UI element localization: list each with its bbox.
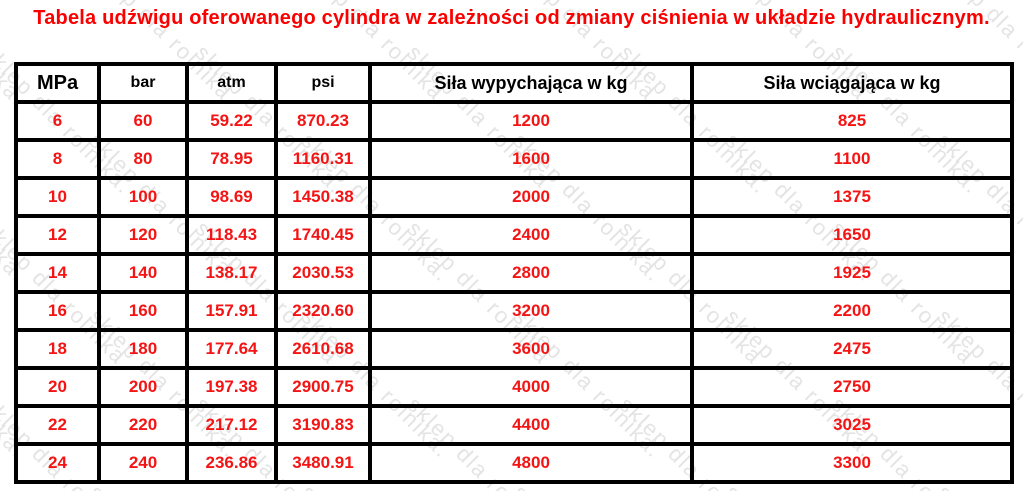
table-cell: 6 (14, 100, 101, 142)
table-cell: 157.91 (185, 290, 278, 332)
table-cell: 197.38 (185, 366, 278, 408)
table-cell: 138.17 (185, 252, 278, 294)
table-cell: 2200 (690, 290, 1014, 332)
table-cell: 217.12 (185, 404, 278, 446)
table-cell: 2800 (368, 252, 694, 294)
table-cell: 177.64 (185, 328, 278, 370)
table-row: 12 120 118.43 1740.45 2400 1650 (14, 214, 1014, 256)
table-cell: 200 (97, 366, 189, 408)
table-cell: 4400 (368, 404, 694, 446)
table-cell: 12 (14, 214, 101, 256)
table-cell: 1375 (690, 176, 1014, 218)
table-cell: 160 (97, 290, 189, 332)
pressure-table: MPa bar atm psi Siła wypychająca w kg Siła wc… (14, 62, 1014, 484)
table-cell: 3600 (368, 328, 694, 370)
table-cell: 8 (14, 138, 101, 180)
table-cell: 22 (14, 404, 101, 446)
table-cell: 80 (97, 138, 189, 180)
column-header: bar (97, 62, 189, 104)
table-cell: 2900.75 (274, 366, 372, 408)
table-cell: 2320.60 (274, 290, 372, 332)
table-cell: 1160.31 (274, 138, 372, 180)
column-header: MPa (14, 62, 101, 104)
table-cell: 16 (14, 290, 101, 332)
table-cell: 2400 (368, 214, 694, 256)
table-cell: 18 (14, 328, 101, 370)
table-cell: 3480.91 (274, 442, 372, 484)
column-header: Siła wypychająca w kg (368, 62, 694, 104)
table-cell: 220 (97, 404, 189, 446)
table-cell: 120 (97, 214, 189, 256)
table-cell: 1100 (690, 138, 1014, 180)
table-cell: 1740.45 (274, 214, 372, 256)
column-header: atm (185, 62, 278, 104)
table-cell: 60 (97, 100, 189, 142)
table-cell: 1925 (690, 252, 1014, 294)
column-header: Siła wciągająca w kg (690, 62, 1014, 104)
table-header-row: MPa bar atm psi Siła wypychająca w kg Siła wc… (14, 62, 1014, 104)
table-cell: 825 (690, 100, 1014, 142)
table-row: 20 200 197.38 2900.75 4000 2750 (14, 366, 1014, 408)
column-header: psi (274, 62, 372, 104)
table-cell: 140 (97, 252, 189, 294)
table-cell: 3300 (690, 442, 1014, 484)
table-body: 6 60 59.22 870.23 1200 825 8 80 78.95 1160.31 1600… (14, 100, 1014, 484)
table-cell: 1650 (690, 214, 1014, 256)
table-cell: 1600 (368, 138, 694, 180)
table-cell: 870.23 (274, 100, 372, 142)
table-row: 6 60 59.22 870.23 1200 825 (14, 100, 1014, 142)
table-cell: 2000 (368, 176, 694, 218)
table-row: 22 220 217.12 3190.83 4400 3025 (14, 404, 1014, 446)
page-title: Tabela udźwigu oferowanego cylindra w za… (33, 7, 990, 29)
table-cell: 2030.53 (274, 252, 372, 294)
table-cell: 98.69 (185, 176, 278, 218)
table-cell: 2610.68 (274, 328, 372, 370)
table-cell: 78.95 (185, 138, 278, 180)
table-cell: 1200 (368, 100, 694, 142)
table-cell: 20 (14, 366, 101, 408)
table-row: 10 100 98.69 1450.38 2000 1375 (14, 176, 1014, 218)
table-cell: 24 (14, 442, 101, 484)
table-row: 16 160 157.91 2320.60 3200 2200 (14, 290, 1014, 332)
table-cell: 118.43 (185, 214, 278, 256)
table-cell: 180 (97, 328, 189, 370)
table-cell: 240 (97, 442, 189, 484)
table-cell: 4800 (368, 442, 694, 484)
table-cell: 2750 (690, 366, 1014, 408)
table-cell: 10 (14, 176, 101, 218)
table-cell: 3200 (368, 290, 694, 332)
table-cell: 1450.38 (274, 176, 372, 218)
table-cell: 2475 (690, 328, 1014, 370)
table-row: 14 140 138.17 2030.53 2800 1925 (14, 252, 1014, 294)
table-cell: 4000 (368, 366, 694, 408)
table-cell: 59.22 (185, 100, 278, 142)
table-cell: 236.86 (185, 442, 278, 484)
table-cell: 100 (97, 176, 189, 218)
table-cell: 3025 (690, 404, 1014, 446)
table-row: 18 180 177.64 2610.68 3600 2475 (14, 328, 1014, 370)
table-cell: 14 (14, 252, 101, 294)
table-row: 8 80 78.95 1160.31 1600 1100 (14, 138, 1014, 180)
table-row: 24 240 236.86 3480.91 4800 3300 (14, 442, 1014, 484)
table-cell: 3190.83 (274, 404, 372, 446)
